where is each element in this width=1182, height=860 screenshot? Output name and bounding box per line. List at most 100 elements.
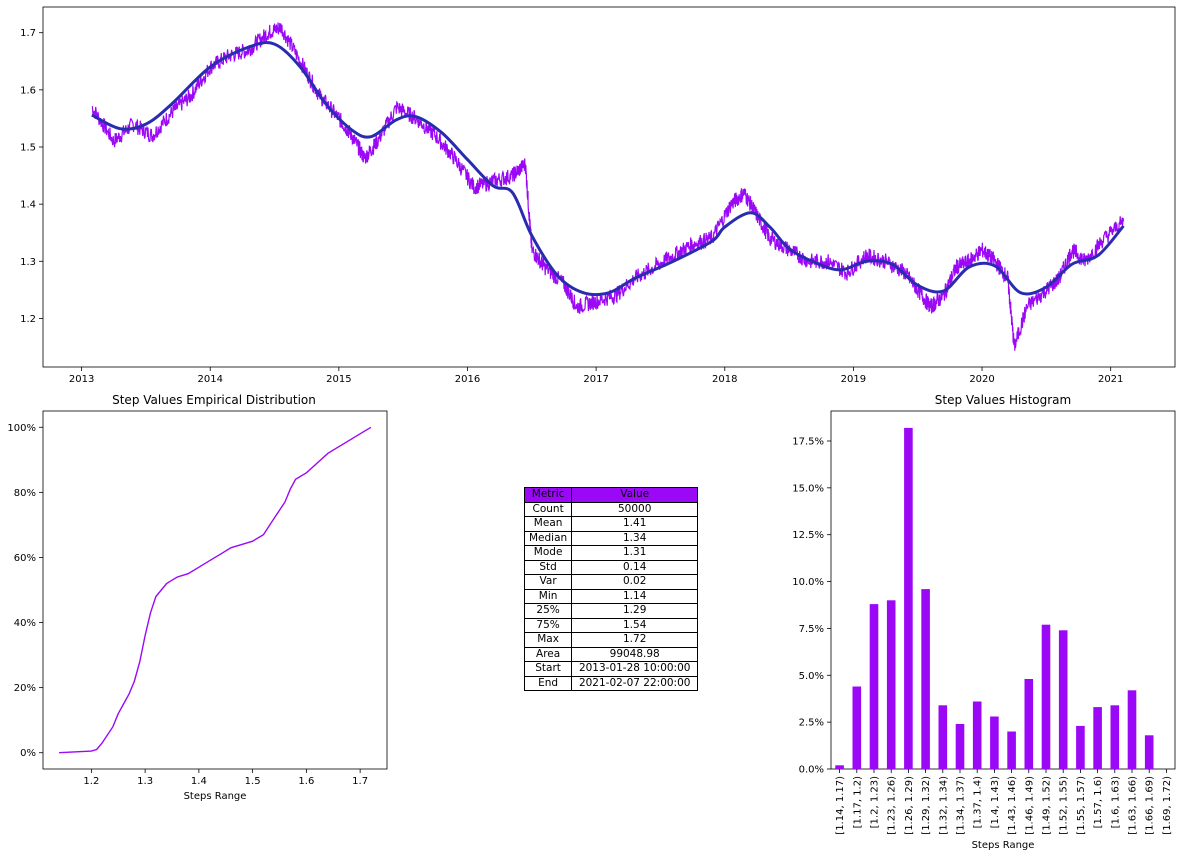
hist-bar [835, 765, 844, 769]
hist-bar [938, 705, 948, 769]
trend-line [91, 41, 1125, 297]
stats-body: Count 50000 Mean 1.41 Median 1.34 Mode 1.31 Std 0… [523, 501, 699, 691]
hist-x-tick-label: [1.34, 1.37) [956, 776, 967, 835]
top-series-layer [91, 22, 1125, 351]
stats-row: Area 99048.98 [523, 646, 699, 662]
hist-bars-layer [835, 427, 1154, 769]
stats-metric-cell: 25% [523, 603, 573, 619]
hist-bar [1041, 624, 1051, 769]
hist-x-tick-label: [1.55, 1.57) [1076, 776, 1087, 835]
stats-value-cell: 1.41 [571, 516, 699, 532]
hist-x-tick-label: [1.37, 1.4) [973, 776, 984, 828]
stats-metric-cell: Min [523, 588, 573, 604]
hist-bar [1058, 630, 1068, 769]
hist-x-tick-label: [1.6, 1.63) [1110, 776, 1121, 828]
ecdf-x-tick-label: 1.7 [352, 776, 368, 787]
stats-value-cell: 2021-02-07 22:00:00 [571, 675, 699, 691]
hist-x-tick-label: [1.43, 1.46) [1007, 776, 1018, 835]
stats-metric-cell: Start [523, 661, 573, 677]
hist-y-tick-label: 17.5% [792, 436, 824, 447]
hist-y-tick-label: 12.5% [792, 530, 824, 541]
stats-value-cell: 1.14 [571, 588, 699, 604]
hist-x-tick-label: [1.66, 1.69) [1145, 776, 1156, 835]
hist-xlabel: Steps Range [972, 840, 1035, 851]
raw-series-line [91, 22, 1125, 351]
stats-value-cell: 1.31 [571, 545, 699, 561]
stats-value-cell: 1.29 [571, 603, 699, 619]
hist-x-tick-label: [1.52, 1.55) [1059, 776, 1070, 835]
stats-value-cell: 50000 [571, 501, 699, 517]
top-x-axis: 2013 2014 2015 2016 2017 2018 2019 2020 2021 [69, 367, 1123, 385]
ecdf-y-tick-label: 40% [14, 618, 36, 629]
top-y-tick-label: 1.5 [20, 143, 36, 154]
ecdf-x-axis: 1.2 1.3 1.4 1.5 1.6 1.7 [83, 769, 368, 787]
top-x-tick-label: 2021 [1098, 374, 1123, 385]
top-y-tick-label: 1.3 [20, 257, 36, 268]
hist-y-tick-label: 15.0% [792, 483, 824, 494]
hist-y-axis: 0.0% 2.5% 5.0% 7.5% 10.0% 12.5% 15.0% 17.5% [792, 436, 831, 776]
stats-metric-cell: Count [523, 501, 573, 517]
hist-bar [886, 600, 896, 769]
stats-metric-cell: Area [523, 646, 573, 662]
hist-y-tick-label: 10.0% [792, 577, 824, 588]
hist-bar [990, 716, 999, 769]
stats-value-cell: 99048.98 [571, 646, 699, 662]
stats-row: 25% 1.29 [523, 603, 699, 619]
hist-bar [955, 724, 965, 769]
hist-bar [1093, 707, 1102, 769]
stats-row: 75% 1.54 [523, 617, 699, 633]
ecdf-x-tick-label: 1.6 [298, 776, 314, 787]
hist-x-tick-label: [1.69, 1.72) [1162, 776, 1173, 835]
hist-x-tick-label: [1.23, 1.26) [887, 776, 898, 835]
hist-x-tick-label: [1.4, 1.43) [990, 776, 1001, 828]
hist-y-tick-label: 7.5% [799, 624, 824, 635]
hist-bar [1127, 690, 1137, 769]
ecdf-y-tick-label: 100% [7, 423, 36, 434]
hist-title: Step Values Histogram [935, 393, 1071, 407]
hist-y-tick-label: 0.0% [799, 765, 824, 776]
top-x-tick-label: 2019 [841, 374, 866, 385]
top-x-tick-label: 2018 [712, 374, 737, 385]
stats-value-cell: 0.14 [571, 559, 699, 575]
ecdf-y-tick-label: 80% [14, 488, 36, 499]
stats-row: Max 1.72 [523, 632, 699, 648]
hist-x-tick-label: [1.2, 1.23) [870, 776, 881, 828]
stats-header-row: Metric Value [523, 487, 699, 503]
hist-x-tick-label: [1.46, 1.49) [1024, 776, 1035, 835]
ecdf-x-tick-label: 1.4 [191, 776, 207, 787]
ecdf-x-tick-label: 1.3 [137, 776, 153, 787]
ecdf-chart: Step Values Empirical Distribution 1.2 1.… [7, 393, 388, 802]
top-x-tick-label: 2020 [969, 374, 994, 385]
top-y-axis: 1.2 1.3 1.4 1.5 1.6 1.7 [20, 28, 43, 325]
hist-y-tick-label: 5.0% [799, 671, 824, 682]
stats-metric-cell: Mode [523, 545, 573, 561]
stats-value-cell: 1.54 [571, 617, 699, 633]
stats-row: Std 0.14 [523, 559, 699, 575]
hist-plot-frame [830, 410, 1176, 770]
stats-metric-cell: 75% [523, 617, 573, 633]
stats-row: Start 2013-01-28 10:00:00 [523, 661, 699, 677]
hist-y-tick-label: 2.5% [799, 718, 824, 729]
hist-bar [1007, 731, 1016, 769]
top-x-tick-label: 2013 [69, 374, 94, 385]
stats-row: Median 1.34 [523, 530, 699, 546]
stats-metric-cell: Median [523, 530, 573, 546]
hist-bar [1110, 705, 1120, 769]
top-y-tick-label: 1.7 [20, 28, 36, 39]
stats-metric-cell: Var [523, 574, 573, 590]
top-x-tick-label: 2014 [198, 374, 223, 385]
stats-value-cell: 1.72 [571, 632, 699, 648]
top-x-tick-label: 2017 [583, 374, 608, 385]
top-line-chart: 2013 2014 2015 2016 2017 2018 2019 2020 2021 1.2… [20, 6, 1176, 385]
stats-row: Min 1.14 [523, 588, 699, 604]
top-y-tick-label: 1.2 [20, 314, 36, 325]
hist-x-tick-label: [1.63, 1.66) [1128, 776, 1139, 835]
ecdf-x-tick-label: 1.5 [245, 776, 261, 787]
top-y-tick-label: 1.6 [20, 85, 36, 96]
stats-metric-cell: Std [523, 559, 573, 575]
stats-value-cell: 1.34 [571, 530, 699, 546]
ecdf-y-tick-label: 20% [14, 683, 36, 694]
stats-metric-cell: End [523, 675, 573, 691]
stats-header-value: Value [571, 487, 699, 503]
top-x-tick-label: 2015 [326, 374, 351, 385]
